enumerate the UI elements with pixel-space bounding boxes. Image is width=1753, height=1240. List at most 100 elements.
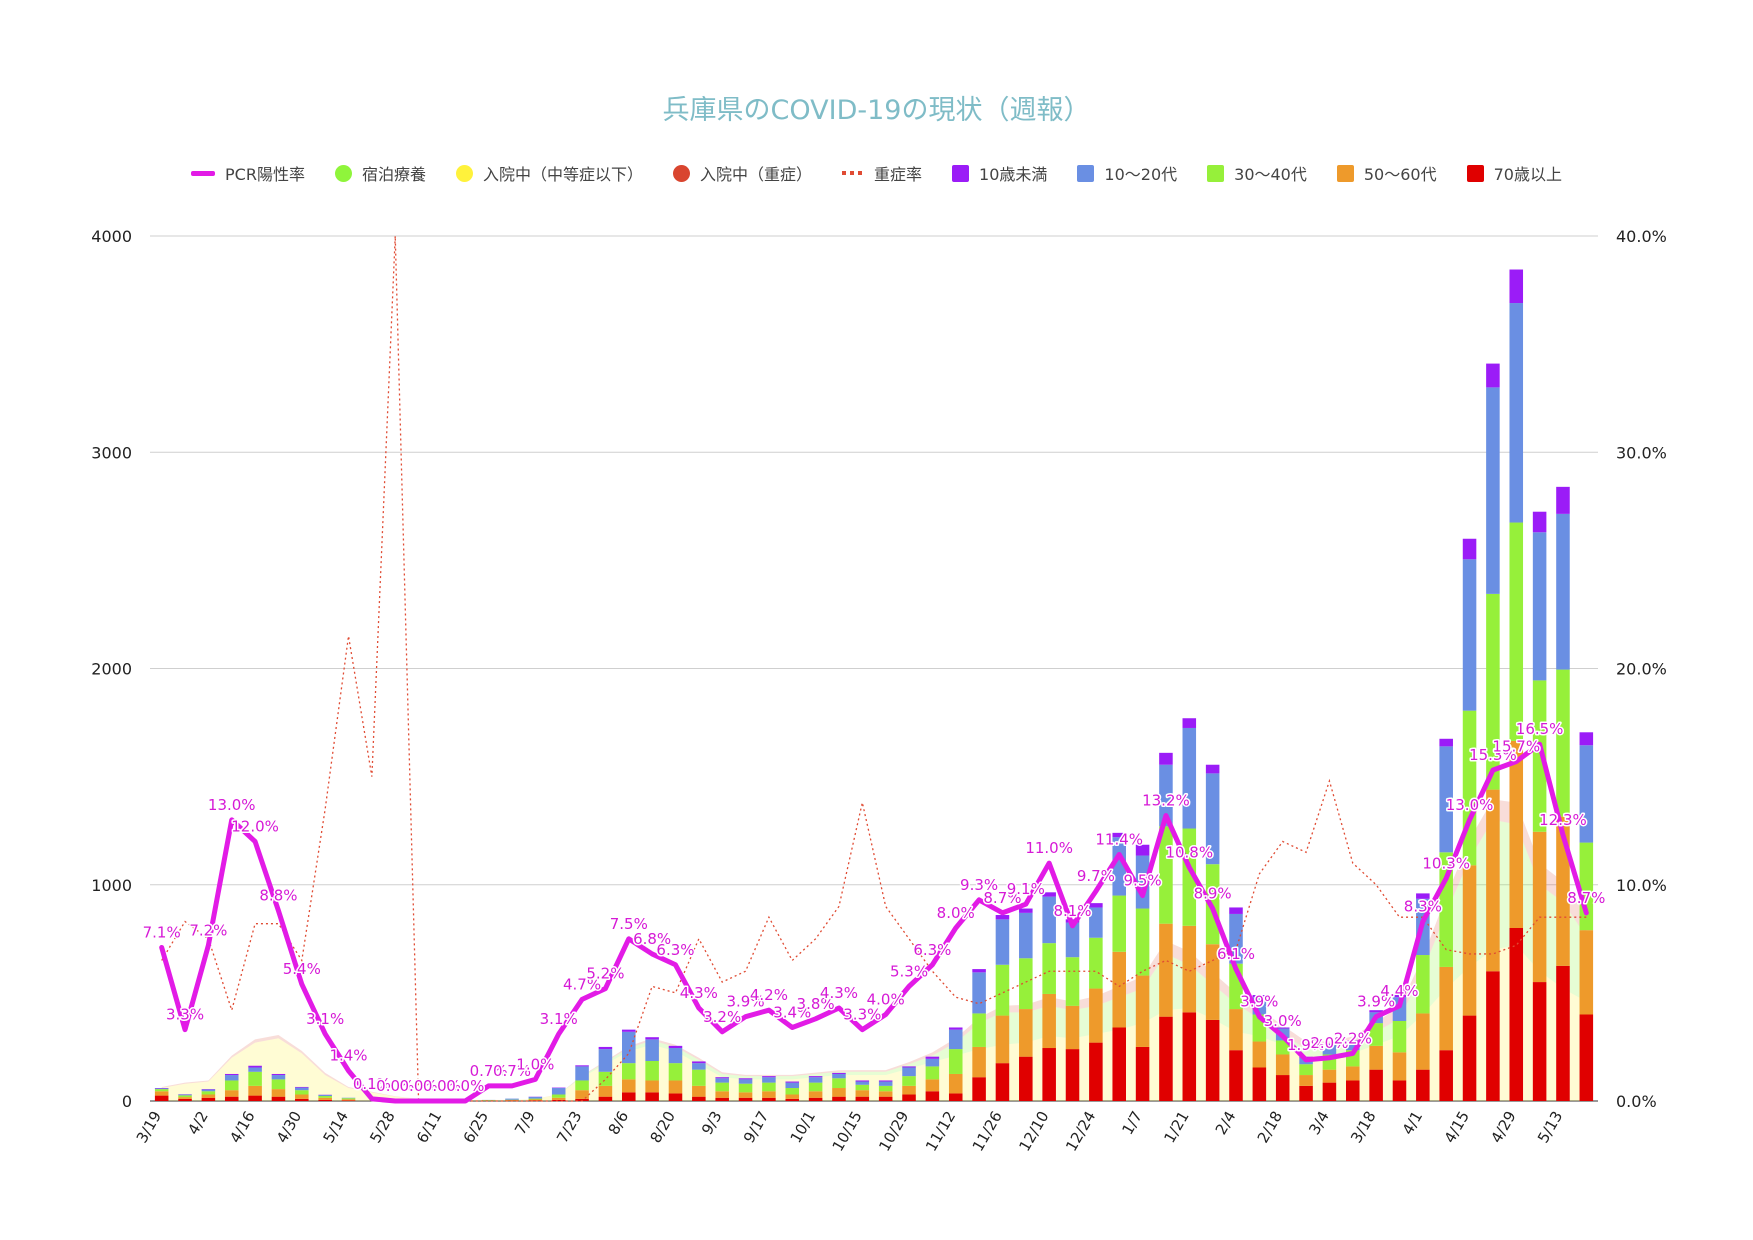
bar-segment	[1346, 1041, 1360, 1051]
legend-item: 10歳未満	[952, 161, 1047, 185]
bar-segment	[1252, 995, 1267, 998]
y-tick-label: 0	[122, 1092, 132, 1111]
bar-segment	[902, 1085, 916, 1095]
pcr-data-label: 8.7%	[1567, 889, 1605, 907]
bar-segment	[878, 1096, 893, 1101]
bar-segment	[1556, 513, 1570, 670]
bar-segment	[692, 1069, 706, 1086]
legend-swatch	[1207, 164, 1225, 182]
bar-segment	[692, 1096, 706, 1101]
bar-segment	[1089, 937, 1103, 989]
x-tick-label: 8/6	[605, 1108, 633, 1138]
legend-label: 宿泊療養	[361, 165, 426, 184]
bar-segment	[1509, 303, 1524, 523]
bar-segment	[645, 1080, 659, 1093]
bar-segment	[178, 1095, 192, 1098]
bar-segment	[1019, 958, 1033, 1010]
bar-segment	[972, 1046, 986, 1078]
bar-segment	[948, 1029, 963, 1050]
bar-segment	[551, 1088, 566, 1095]
legend-swatch	[952, 164, 970, 182]
pcr-data-label: 5.2%	[586, 965, 624, 983]
bar-segment	[1579, 745, 1594, 843]
legend-item: 入院中（中等症以下）	[455, 161, 643, 185]
x-tick-label: 10/29	[875, 1108, 912, 1154]
bar-segment	[948, 1073, 963, 1094]
bar-segment	[1112, 1027, 1126, 1101]
bar-segment	[1205, 1019, 1220, 1101]
bar-segment	[832, 1078, 846, 1089]
bar-segment	[1042, 1048, 1056, 1101]
bar-segment	[1159, 752, 1173, 765]
bar-segment	[224, 1075, 239, 1081]
y2-tick-label: 30.0%	[1616, 443, 1667, 462]
x-tick-label: 6/11	[413, 1108, 445, 1146]
bar-segment	[948, 1049, 963, 1074]
bar-segment	[295, 1094, 309, 1099]
bar-segment	[668, 1045, 683, 1049]
pcr-data-label: 9.3%	[960, 876, 998, 894]
pcr-data-label: 3.2%	[703, 1008, 741, 1026]
bar-segment	[1065, 922, 1080, 958]
bar-segment	[154, 1091, 169, 1096]
bar-segment	[1135, 975, 1150, 1047]
pcr-data-label: 1.0%	[516, 1055, 554, 1073]
bar-segment	[178, 1094, 192, 1096]
bar-segment	[1089, 988, 1103, 1043]
bar-segment	[902, 1067, 916, 1077]
bar-segment	[622, 1092, 636, 1101]
x-tick-label: 4/1	[1399, 1108, 1427, 1138]
legend-label: 10〜20代	[1104, 165, 1178, 184]
bar-segment	[972, 969, 986, 973]
bar-segment	[762, 1077, 776, 1083]
bar-segment	[1042, 892, 1056, 897]
x-tick-label: 10/15	[829, 1108, 866, 1154]
bar-segment	[1532, 532, 1547, 681]
bar-segment	[271, 1073, 286, 1076]
legend-swatch	[842, 171, 865, 175]
bar-segment	[1275, 1040, 1290, 1055]
bar-segment	[318, 1096, 332, 1098]
x-tick-label: 9/17	[740, 1108, 772, 1146]
bar-segment	[622, 1031, 636, 1064]
bar-segment	[1486, 593, 1500, 790]
bar-segment	[1392, 995, 1407, 998]
x-tick-label: 10/1	[787, 1108, 819, 1146]
bar-segment	[925, 1056, 940, 1059]
bar-segment	[738, 1083, 753, 1093]
bar-segment	[1486, 971, 1500, 1101]
pcr-data-label: 8.0%	[937, 904, 975, 922]
severe-rate-line	[161, 235, 1587, 1102]
bar-segment	[1532, 982, 1547, 1101]
bar-segment	[1579, 930, 1594, 1015]
bar-segment	[598, 1096, 613, 1101]
bar-segment	[295, 1087, 309, 1091]
bar-segment	[878, 1080, 893, 1082]
legend-label: 10歳未満	[979, 165, 1048, 184]
bar-segment	[738, 1078, 753, 1080]
legend-item: 50〜60代	[1336, 161, 1437, 185]
bar-segment	[575, 1065, 589, 1067]
pcr-data-label: 0.7%	[470, 1062, 508, 1080]
pcr-data-label: 11.0%	[1025, 839, 1073, 857]
bar-segment	[1462, 710, 1477, 866]
bar-segment	[295, 1098, 309, 1101]
legend-label: PCR陽性率	[225, 165, 305, 184]
pcr-data-label: 10.3%	[1422, 854, 1470, 872]
bar-segment	[995, 919, 1010, 965]
bar-segment	[1135, 844, 1150, 856]
bar-segment	[1579, 1014, 1594, 1101]
bar-segment	[201, 1089, 216, 1092]
bar-segment	[154, 1089, 169, 1092]
bar-segment	[1182, 1012, 1197, 1101]
bar-segment	[1322, 1044, 1337, 1055]
bar-segment	[1299, 1064, 1313, 1076]
x-tick-label: 3/4	[1305, 1108, 1333, 1138]
pcr-data-label: 7.1%	[143, 923, 181, 941]
x-tick-label: 4/29	[1487, 1108, 1519, 1146]
legend-item: 重症率	[842, 161, 922, 185]
bar-segment	[1205, 764, 1220, 774]
x-tick-label: 11/12	[922, 1108, 959, 1154]
bar-segment	[785, 1094, 800, 1099]
